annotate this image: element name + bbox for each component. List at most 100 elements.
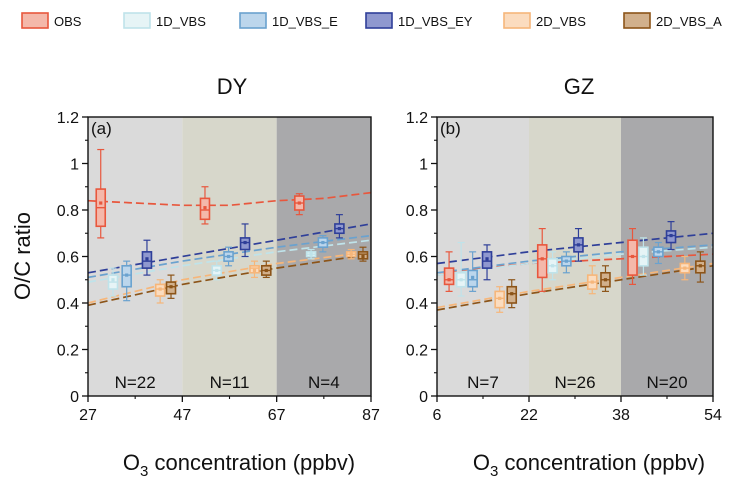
legend-label-obs: OBS [54,14,82,29]
y-tick-label: 0.2 [57,343,79,360]
box-1d-vbs-ey [141,239,153,276]
x-tick-label: 47 [173,407,191,424]
box-1d-vbs [455,241,467,297]
panel-label: (a) [91,119,112,138]
legend-swatch-1d-vbs-ey [365,12,393,29]
y-tick-label: 0.6 [406,250,428,267]
x-axis-title-subscript: 3 [140,463,148,478]
box-mean [361,254,365,259]
box-2d-vbs [494,286,505,313]
panel-label: (b) [440,119,461,138]
legend-item-2d-vbs-a: 2D_VBS_A [623,12,722,29]
y-tick-label: 0.4 [406,296,428,313]
x-tick-label: 67 [268,407,286,424]
x-axis: 6 22 38 54 [433,396,722,424]
x-tick-label: 87 [362,407,380,424]
box-2d-vbs-a [260,260,272,279]
box-mean [203,206,207,210]
x-tick-label: 22 [520,407,538,424]
box-1d-vbs-ey [665,221,677,251]
box-mean [550,264,555,268]
band-0 [88,117,183,396]
box-obs [536,228,548,292]
x-axis: 27 47 67 87 [79,396,380,424]
box-mean [459,278,463,282]
band-2 [276,117,371,396]
box-mean [471,275,475,280]
legend-swatch-1d-vbs [123,12,151,29]
legend-item-2d-vbs: 2D_VBS [503,12,586,29]
fit-line-2d-vbs [436,262,714,309]
box-2d-vbs [249,260,260,279]
legend: OBS 1D_VBS 1D_VBS_E 1D_VBS_EY 2D_VBS 2D_… [21,12,722,29]
box-obs [443,251,455,292]
x-tick-label: 54 [704,407,722,424]
box-1d-vbs [547,251,558,281]
box-1d-vbs-ey [334,214,345,239]
box-mean [321,240,325,245]
box-obs [294,193,305,216]
box-mean [656,250,660,254]
legend-item-1d-vbs: 1D_VBS [123,12,206,29]
box-2d-vbs [586,265,598,295]
box-mean [264,268,268,273]
box-2d-vbs-a [506,279,518,309]
box-2d-vbs-a [165,274,177,299]
box-mean [576,243,581,247]
box-mean [510,292,514,296]
x-axis-title-subscript: 3 [490,463,498,478]
box-mean [111,278,115,282]
legend-item-1d-vbs-e: 1D_VBS_E [239,12,338,29]
box-mean [297,201,301,205]
chart-panel-dy: DY O/C ratio O3 concentration (ppbv) 0 0.… [10,74,380,478]
x-axis-title-prefix: O [473,450,490,475]
box-mean [669,233,673,238]
x-axis-title-suffix: concentration (ppbv) [148,450,355,475]
y-tick-label: 0 [419,389,428,406]
legend-label-2d-vbs-a: 2D_VBS_A [656,14,722,29]
box-mean [169,285,173,289]
box-mean [641,254,646,259]
y-tick-label: 1.2 [57,110,79,127]
box-mean [309,252,313,256]
legend-label-1d-vbs-ey: 1D_VBS_EY [398,14,473,29]
box-mean [603,278,608,282]
x-tick-label: 38 [612,407,630,424]
box-obs [199,186,211,225]
y-axis-title: O/C ratio [10,212,35,300]
box-mean [243,240,247,245]
box-2d-vbs-a [695,251,706,283]
x-tick-label: 27 [79,407,97,424]
sample-count-label: N=26 [554,373,595,392]
box-1d-vbs-e [561,251,572,274]
box-mean [630,254,635,259]
box-body [536,244,548,279]
box-1d-vbs-ey [481,244,493,281]
box-1d-vbs-e [467,251,478,292]
x-axis-title-suffix: concentration (ppbv) [498,450,705,475]
box-2d-vbs [154,279,166,304]
box-obs [95,148,107,239]
box-1d-vbs-ey [573,228,584,262]
fit-line-1d-vbs-e [436,244,714,274]
sample-count-label: N=7 [467,373,499,392]
y-tick-label: 0.8 [406,203,428,220]
legend-swatch-2d-vbs-a [623,12,651,29]
sample-count-label: N=20 [646,373,687,392]
fit-line-group [87,191,372,307]
y-tick-label: 1 [419,157,428,174]
legend-swatch-obs [21,12,49,29]
box-1d-vbs-e [317,234,329,253]
y-tick-label: 1.2 [406,110,428,127]
y-tick-label: 0.2 [406,343,428,360]
box-mean [498,296,502,300]
y-tick-label: 0.6 [57,250,79,267]
box-obs [627,228,638,285]
box-mean [698,264,702,268]
box-1d-vbs-e [223,246,234,267]
sample-count-label: N=4 [308,373,340,392]
legend-label-2d-vbs: 2D_VBS [536,14,586,29]
box-mean [564,259,568,263]
y-tick-label: 0.4 [57,296,79,313]
